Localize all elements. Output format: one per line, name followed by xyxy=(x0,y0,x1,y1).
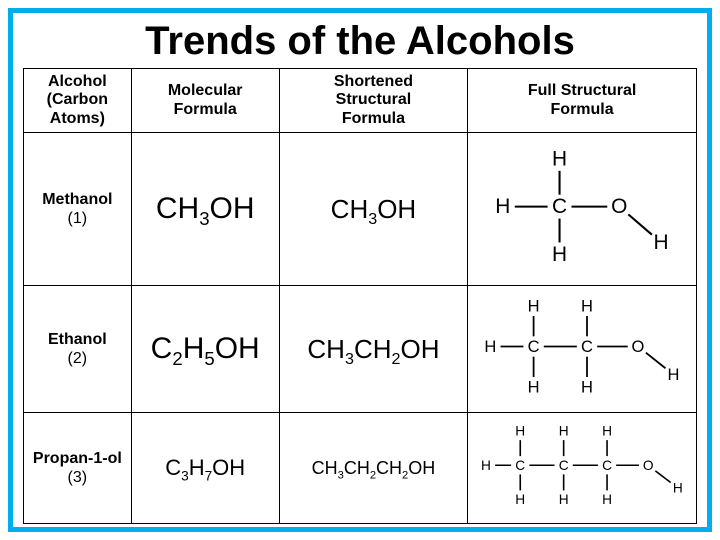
col-header-full: Full Structural Formula xyxy=(468,69,697,133)
header-text: Structural xyxy=(336,91,412,108)
slide-frame: Trends of the Alcohols Alcohol (Carbon A… xyxy=(8,8,712,532)
molecular-formula-cell: C3H7OH xyxy=(131,413,279,524)
svg-text:H: H xyxy=(481,458,491,473)
table-header-row: Alcohol (Carbon Atoms) Molecular Formula… xyxy=(24,69,697,133)
svg-text:H: H xyxy=(673,481,683,496)
header-text: Alcohol xyxy=(48,73,107,90)
header-text: Formula xyxy=(174,101,237,118)
svg-text:O: O xyxy=(632,337,645,356)
table-row: Ethanol (2) C2H5OH CH3CH2OH H H C C H H H O H xyxy=(24,286,697,413)
svg-text:H: H xyxy=(552,148,567,171)
svg-text:C: C xyxy=(581,337,593,356)
carbon-count: (2) xyxy=(68,350,88,367)
svg-text:H: H xyxy=(528,378,540,397)
table-row: Methanol (1) CH3OH CH3OH H C H H O H xyxy=(24,133,697,286)
svg-text:H: H xyxy=(515,424,525,439)
full-structure-cell: H H C C H H H O H xyxy=(468,286,697,413)
svg-text:H: H xyxy=(485,337,497,356)
alcohol-name-cell: Propan-1-ol (3) xyxy=(24,413,132,524)
svg-text:O: O xyxy=(611,195,627,218)
alcohol-name: Propan-1-ol xyxy=(33,450,122,467)
svg-text:H: H xyxy=(528,297,540,316)
carbon-count: (3) xyxy=(68,469,88,486)
svg-text:H: H xyxy=(581,297,593,316)
header-text: Full Structural xyxy=(528,82,636,99)
svg-text:C: C xyxy=(559,458,569,473)
alcohol-name: Methanol xyxy=(42,191,112,208)
svg-text:H: H xyxy=(602,424,612,439)
svg-text:H: H xyxy=(668,365,680,384)
svg-text:H: H xyxy=(515,492,525,507)
col-header-molecular: Molecular Formula xyxy=(131,69,279,133)
col-header-alcohol: Alcohol (Carbon Atoms) xyxy=(24,69,132,133)
alcohol-name-cell: Ethanol (2) xyxy=(24,286,132,413)
alcohols-table: Alcohol (Carbon Atoms) Molecular Formula… xyxy=(23,68,697,524)
shortened-formula-cell: CH3CH2OH xyxy=(279,286,467,413)
svg-text:H: H xyxy=(559,492,569,507)
header-text: Formula xyxy=(551,101,614,118)
svg-text:C: C xyxy=(515,458,525,473)
svg-text:H: H xyxy=(559,424,569,439)
header-text: Molecular xyxy=(168,82,243,99)
molecular-formula-cell: C2H5OH xyxy=(131,286,279,413)
col-header-shortened: Shortened Structural Formula xyxy=(279,69,467,133)
svg-text:C: C xyxy=(528,337,540,356)
header-text: Shortened xyxy=(334,73,413,90)
page-title: Trends of the Alcohols xyxy=(23,19,697,64)
molecular-formula-cell: CH3OH xyxy=(131,133,279,286)
header-text: Atoms) xyxy=(50,110,105,127)
table-row: Propan-1-ol (3) C3H7OH CH3CH2CH2OH H H H C C… xyxy=(24,413,697,524)
svg-text:H: H xyxy=(654,231,669,254)
full-structure-cell: H C H H O H xyxy=(468,133,697,286)
full-structure-cell: H H H C C C H H H H O H xyxy=(468,413,697,524)
carbon-count: (1) xyxy=(68,210,88,227)
header-text: Formula xyxy=(342,110,405,127)
svg-text:H: H xyxy=(495,195,510,218)
svg-text:C: C xyxy=(552,195,567,218)
svg-text:C: C xyxy=(602,458,612,473)
alcohol-name: Ethanol xyxy=(48,331,107,348)
svg-text:H: H xyxy=(581,378,593,397)
shortened-formula-cell: CH3OH xyxy=(279,133,467,286)
header-text: (Carbon xyxy=(47,91,108,108)
svg-text:O: O xyxy=(643,458,654,473)
alcohol-name-cell: Methanol (1) xyxy=(24,133,132,286)
svg-text:H: H xyxy=(602,492,612,507)
shortened-formula-cell: CH3CH2CH2OH xyxy=(279,413,467,524)
svg-text:H: H xyxy=(552,243,567,266)
